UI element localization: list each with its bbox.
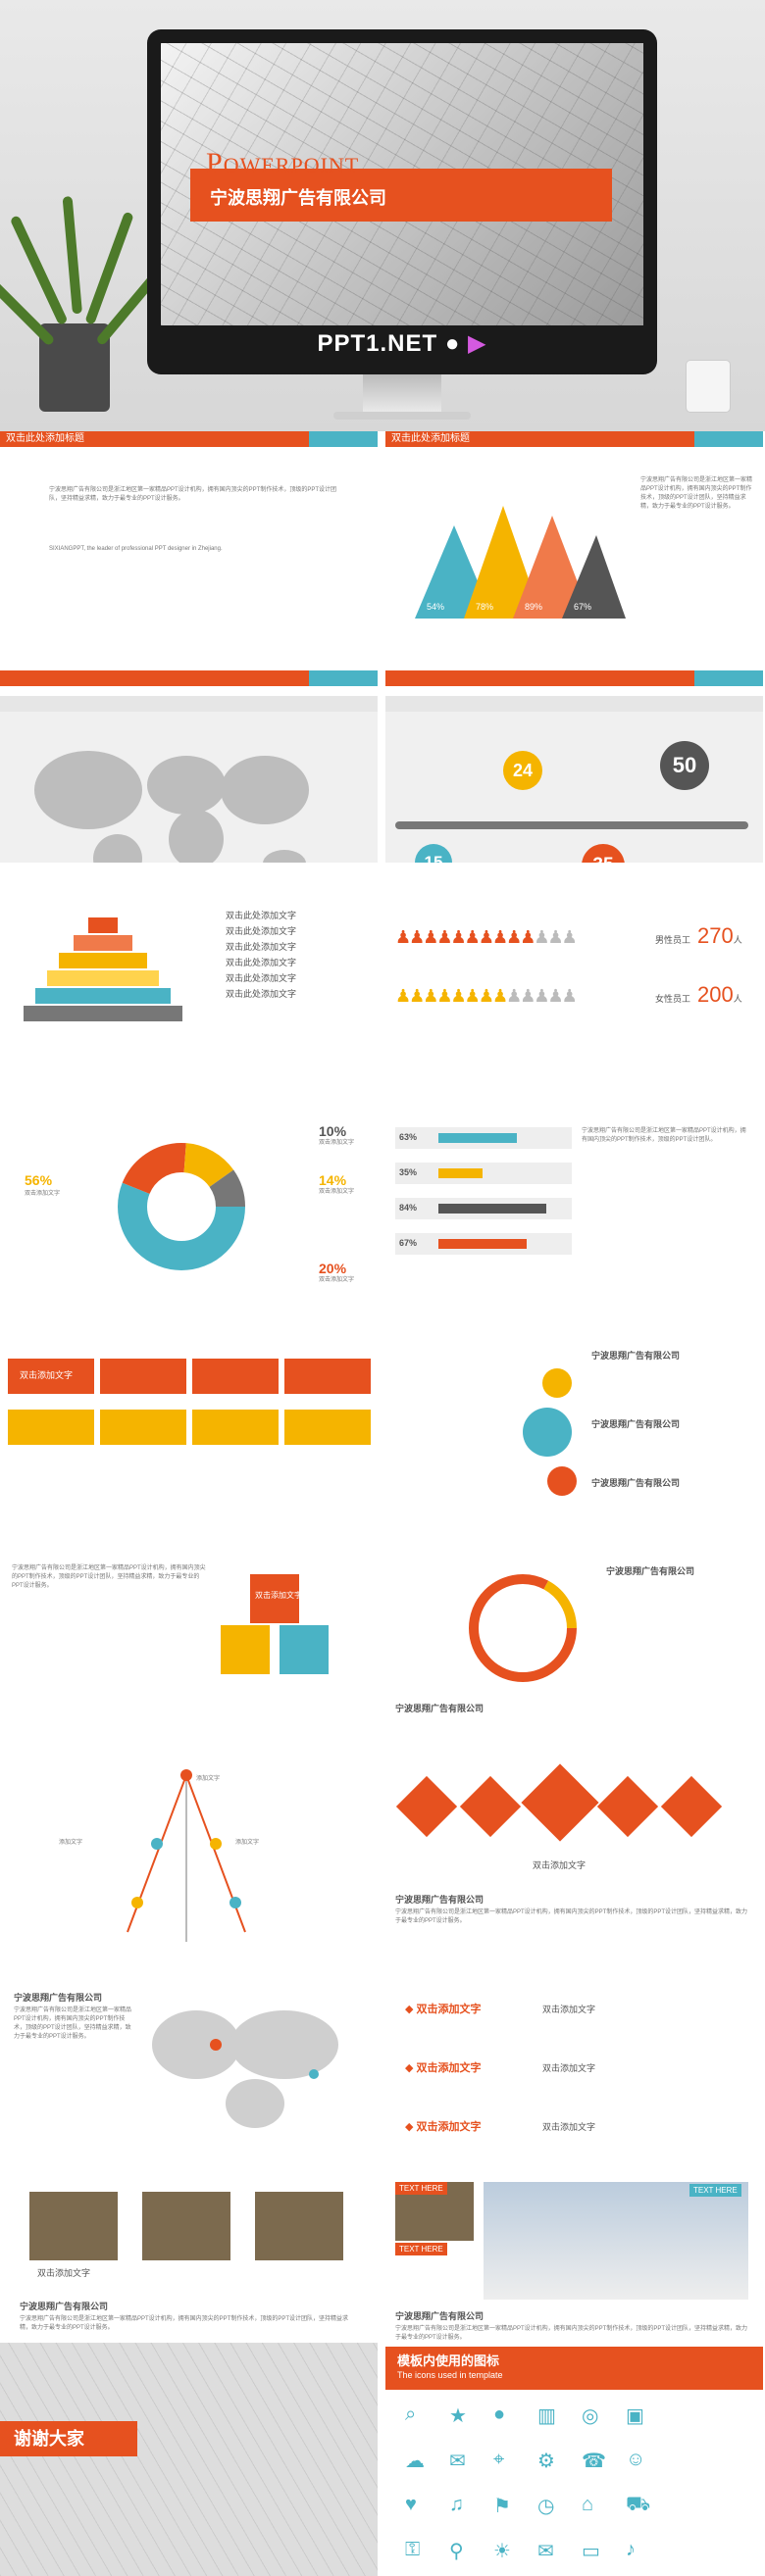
bell-icon: ♪: [626, 2539, 636, 2560]
slide-thanks: 谢谢大家: [0, 2343, 378, 2576]
user-icon: ●: [493, 2403, 506, 2425]
coffee-mug: [687, 361, 730, 412]
thanks-label: 谢谢大家: [0, 2421, 137, 2456]
ring-chart: [469, 1574, 577, 1682]
pin-icon: ⚲: [449, 2541, 464, 2562]
slide-stacked-layers: 双击此处添加文字 双击此处添加文字 双击此处添加文字 双击此处添加文字 双击此处添加文…: [0, 863, 378, 1117]
home-icon: ⌂: [582, 2494, 594, 2515]
pct-4: 67%: [574, 602, 592, 612]
flag-icon: ⚑: [493, 2496, 511, 2517]
monitor-icon: ▭: [582, 2541, 600, 2562]
pct-3: 89%: [525, 602, 543, 612]
heart-icon: ♥: [405, 2494, 417, 2515]
monitor-screen: POWERPOINT 宁波思翔广告有限公司: [161, 43, 643, 325]
cloud-icon: ☁: [405, 2451, 425, 2472]
clock-icon: ◷: [537, 2496, 555, 2517]
pct-2: 78%: [476, 602, 494, 612]
apple-icon: ●: [444, 330, 461, 357]
music-icon: ♫: [449, 2494, 464, 2515]
slide-arrows: 双击添加文字: [0, 1313, 378, 1568]
image-icon: ▣: [626, 2405, 644, 2427]
slide-progress-bars: 63% 35% 84% 67% 宁波思翔广告有限公司是浙江地区第一家精品PPT设…: [385, 1088, 763, 1343]
chart-icon: ▥: [537, 2405, 556, 2427]
female-icons: ♟♟♟♟♟♟♟♟♟♟♟♟♟: [395, 986, 578, 1006]
slide-staff-count: ♟♟♟♟♟♟♟♟♟♟♟♟♟ 男性员工 270人 ♟♟♟♟♟♟♟♟♟♟♟♟♟ 女性…: [385, 863, 763, 1117]
title-banner: POWERPOINT 宁波思翔广告有限公司: [190, 147, 612, 222]
chat-icon: ✉: [449, 2451, 466, 2472]
gear-icon: [542, 1368, 572, 1398]
phone-icon: ☎: [582, 2451, 606, 2472]
slide-donut: 10% 14% 20% 56% 双击添加文字 双击添加文字 双击添加文字 双击添…: [0, 1088, 378, 1343]
brand-label: PPT1.NET ● ▶: [317, 330, 487, 357]
slide-icons: 模板内使用的图标 The icons used in template ⌕ ★ ● ▥…: [385, 2343, 763, 2576]
pct-1: 54%: [427, 602, 445, 612]
plant-leaf: [62, 196, 82, 315]
map-icon: ⌖: [493, 2449, 505, 2470]
monitor-stand: [363, 374, 441, 416]
world-map: [152, 2010, 338, 2128]
gear-icon: [523, 1408, 572, 1457]
company-title: 宁波思翔广告有限公司: [210, 188, 386, 208]
hero-mockup: POWERPOINT 宁波思翔广告有限公司 PPT1.NET ● ▶: [0, 0, 765, 431]
smile-icon: ☺: [626, 2449, 646, 2470]
star-icon: ★: [449, 2405, 467, 2427]
tree-diagram: [127, 1769, 246, 1942]
mail-icon: ✉: [537, 2541, 554, 2562]
slide-intro: 双击此处添加标题 宁波思翔广告有限公司是浙江地区第一家精品PPT设计机构，拥有国…: [0, 431, 378, 686]
slide-pyramid-chart: 双击此处添加标题 54% 78% 89% 67% 宁波思翔广告有限公司是浙江地区…: [385, 431, 763, 686]
stat-24: 24: [503, 751, 542, 790]
donut-chart: [118, 1143, 245, 1270]
male-icons: ♟♟♟♟♟♟♟♟♟♟♟♟♟: [395, 927, 578, 947]
pyramid-chart: [415, 506, 626, 619]
gear-icon: [547, 1466, 577, 1496]
gear-icon: ⚙: [537, 2451, 555, 2472]
search-icon: ⌕: [405, 2403, 417, 2425]
cart-icon: ⛟: [626, 2494, 651, 2515]
lock-icon: ⚿: [405, 2539, 421, 2560]
stat-50: 50: [660, 741, 709, 790]
monitor: POWERPOINT 宁波思翔广告有限公司 PPT1.NET ● ▶: [147, 29, 657, 374]
layer-pyramid: [24, 917, 182, 1021]
slide-text-here: TEXT HERE TEXT HERE TEXT HERE 宁波思翔广告有限公司…: [385, 2156, 763, 2411]
target-icon: ◎: [582, 2405, 599, 2427]
play-icon: ▶: [468, 330, 487, 357]
sun-icon: ☀: [493, 2541, 511, 2562]
